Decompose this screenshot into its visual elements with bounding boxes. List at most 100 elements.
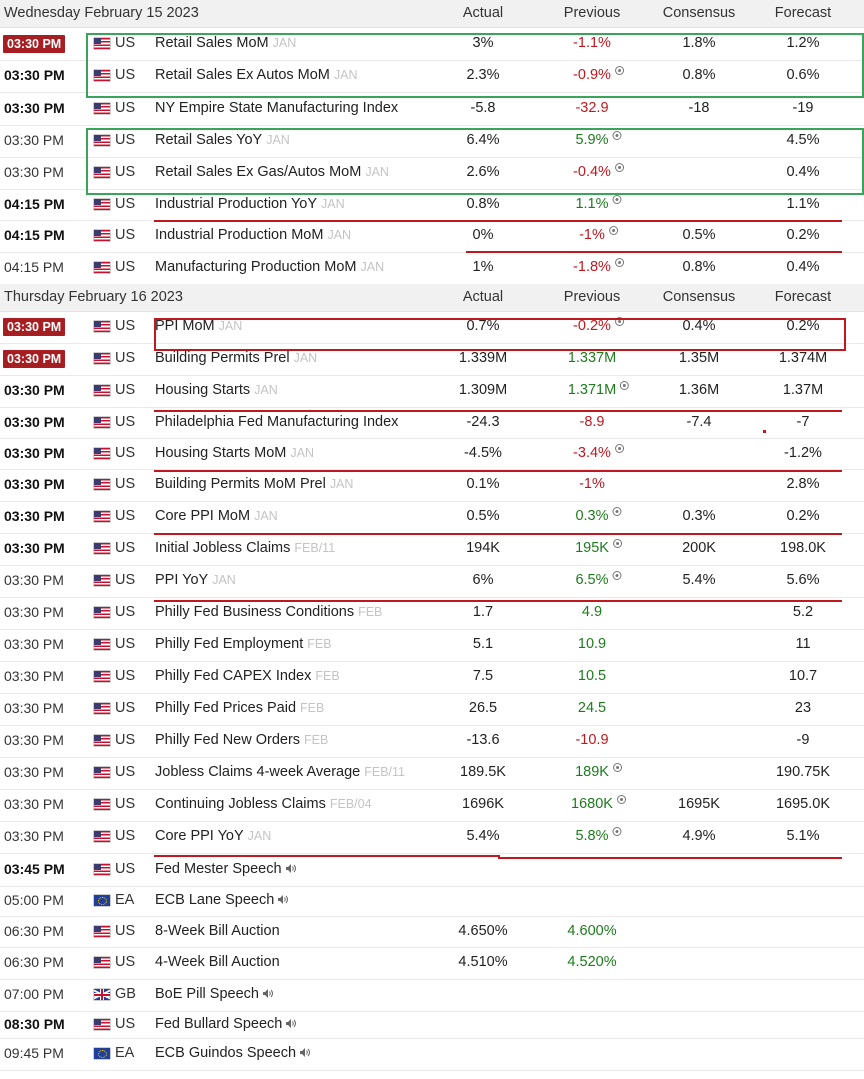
flag-us-icon [94, 831, 110, 842]
event-row[interactable]: 08:30 PM US Fed Bullard Speech [0, 1011, 864, 1039]
event-row[interactable]: 05:00 PM EA ECB Lane Speech [0, 886, 864, 917]
event-time: 06:30 PM [4, 954, 64, 970]
event-name[interactable]: Philly Fed CAPEX Index FEB [155, 668, 340, 684]
event-time: 03:30 PM [4, 67, 65, 83]
event-name[interactable]: Building Permits Prel JAN [155, 350, 318, 366]
event-time: 03:30 PM [4, 668, 64, 684]
event-row[interactable]: 03:30 PM US Philly Fed Employment FEB 5.1 10.… [0, 629, 864, 662]
speaker-icon[interactable] [300, 1045, 311, 1057]
event-name[interactable]: Retail Sales MoM JAN [155, 35, 297, 51]
consensus-value: 0.3% [682, 508, 716, 524]
country-code: US [115, 100, 136, 116]
actual-value: 194K [466, 540, 500, 556]
event-row[interactable]: 03:30 PM US Philly Fed Prices Paid FEB 26.5 2… [0, 693, 864, 726]
event-row[interactable]: 03:30 PM US Housing Starts JAN 1.309M 1.371M 1… [0, 375, 864, 408]
event-name[interactable]: Retail Sales Ex Autos MoM JAN [155, 67, 358, 83]
event-row[interactable]: 03:30 PM US Initial Jobless Claims FEB/11 19… [0, 533, 864, 566]
event-row[interactable]: 03:30 PM US Housing Starts MoM JAN -4.5% -3.4… [0, 438, 864, 470]
previous-value: -0.9% [573, 66, 624, 83]
event-name[interactable]: ECB Lane Speech [155, 892, 289, 908]
event-name[interactable]: Building Permits MoM Prel JAN [155, 476, 354, 492]
event-name[interactable]: Fed Mester Speech [155, 861, 296, 877]
country-code: US [115, 796, 136, 812]
event-name[interactable]: 8-Week Bill Auction [155, 923, 280, 939]
event-time: 03:30 PM [4, 476, 65, 492]
speaker-icon[interactable] [285, 861, 296, 873]
event-time: 03:30 PM [4, 764, 64, 780]
event-name[interactable]: Industrial Production YoY JAN [155, 196, 345, 212]
event-row[interactable]: 04:15 PM US Industrial Production MoM JAN 0%… [0, 220, 864, 253]
event-row[interactable]: 03:45 PM US Fed Mester Speech [0, 853, 864, 887]
country-code: US [115, 318, 136, 334]
event-name[interactable]: Philly Fed Business Conditions FEB [155, 604, 383, 620]
speaker-icon[interactable] [278, 892, 289, 904]
event-name[interactable]: Philly Fed Prices Paid FEB [155, 700, 325, 716]
country-code: US [115, 540, 136, 556]
revised-icon [612, 571, 622, 580]
speaker-icon[interactable] [262, 986, 273, 998]
event-row[interactable]: 06:30 PM US 4-Week Bill Auction 4.510% 4.520… [0, 947, 864, 980]
event-name[interactable]: BoE Pill Speech [155, 986, 273, 1002]
event-name[interactable]: 4-Week Bill Auction [155, 954, 280, 970]
event-row[interactable]: 09:45 PM EA ECB Guindos Speech [0, 1038, 864, 1071]
forecast-value: 5.1% [786, 828, 820, 844]
event-row[interactable]: 03:30 PM US Philly Fed Business Conditions… [0, 597, 864, 630]
event-row[interactable]: 03:30 PM US Continuing Jobless Claims FEB/0… [0, 789, 864, 822]
event-row[interactable]: 03:30 PM US Retail Sales MoM JAN 3% -1.1% 1.8%… [0, 27, 864, 61]
event-name[interactable]: Initial Jobless Claims FEB/11 [155, 540, 336, 556]
previous-value: -3.4% [573, 444, 624, 461]
previous-value: 4.9 [581, 604, 603, 620]
event-name[interactable]: Fed Bullard Speech [155, 1016, 297, 1032]
event-name[interactable]: Core PPI YoY JAN [155, 828, 272, 844]
event-name[interactable]: Retail Sales YoY JAN [155, 132, 290, 148]
event-row[interactable]: 03:30 PM US Retail Sales YoY JAN 6.4% 5.9% 4.5… [0, 125, 864, 158]
event-row[interactable]: 03:30 PM US Core PPI YoY JAN 5.4% 5.8% 4.9% 5.1… [0, 821, 864, 854]
event-row[interactable]: 03:30 PM US PPI MoM JAN 0.7% -0.2% 0.4% 0.2% [0, 311, 864, 344]
event-row[interactable]: 03:30 PM US Retail Sales Ex Autos MoM JAN 2.… [0, 60, 864, 93]
event-name[interactable]: Housing Starts JAN [155, 382, 278, 398]
event-row[interactable]: 03:30 PM US PPI YoY JAN 6% 6.5% 5.4% 5.6% [0, 565, 864, 598]
event-row[interactable]: 03:30 PM US NY Empire State Manufacturing … [0, 92, 864, 126]
event-row[interactable]: 04:15 PM US Manufacturing Production MoM JA… [0, 252, 864, 285]
forecast-value: 5.2 [792, 604, 814, 620]
event-name[interactable]: ECB Guindos Speech [155, 1045, 311, 1061]
event-name[interactable]: PPI MoM JAN [155, 318, 243, 334]
consensus-value: 1695K [678, 796, 720, 812]
event-name[interactable]: Core PPI MoM JAN [155, 508, 278, 524]
event-name[interactable]: Housing Starts MoM JAN [155, 445, 314, 461]
event-time: 04:15 PM [4, 196, 65, 212]
event-name[interactable]: Retail Sales Ex Gas/Autos MoM JAN [155, 164, 389, 180]
event-name[interactable]: Manufacturing Production MoM JAN [155, 259, 385, 275]
event-row[interactable]: 03:30 PM US Philadelphia Fed Manufacturing… [0, 407, 864, 439]
flag-us-icon [94, 385, 110, 396]
event-row[interactable]: 03:30 PM US Philly Fed CAPEX Index FEB 7.5 10… [0, 661, 864, 694]
event-row[interactable]: 03:30 PM US Philly Fed New Orders FEB -13.6 -… [0, 725, 864, 758]
flag-us-icon [94, 799, 110, 810]
consensus-value: 1.35M [678, 350, 720, 366]
event-name[interactable]: Philly Fed Employment FEB [155, 636, 332, 652]
actual-value: 0.7% [466, 318, 500, 334]
country-code: US [115, 132, 136, 148]
event-name[interactable]: Industrial Production MoM JAN [155, 227, 352, 243]
forecast-value: 5.6% [786, 572, 820, 588]
event-row[interactable]: 06:30 PM US 8-Week Bill Auction 4.650% 4.600… [0, 916, 864, 948]
event-row[interactable]: 07:00 PM GB BoE Pill Speech [0, 979, 864, 1012]
event-name[interactable]: PPI YoY JAN [155, 572, 236, 588]
event-name[interactable]: Jobless Claims 4-week Average FEB/11 [155, 764, 406, 780]
event-row[interactable]: 03:30 PM US Core PPI MoM JAN 0.5% 0.3% 0.3% 0.2… [0, 501, 864, 534]
event-row[interactable]: 03:30 PM US Building Permits MoM Prel JAN 0.… [0, 469, 864, 502]
actual-value: 6% [472, 572, 494, 588]
flag-us-icon [94, 735, 110, 746]
event-row[interactable]: 03:30 PM US Retail Sales Ex Gas/Autos MoM J… [0, 157, 864, 190]
previous-value: -1% [579, 476, 605, 492]
event-row[interactable]: 03:30 PM US Jobless Claims 4-week Average F… [0, 757, 864, 790]
event-name[interactable]: Continuing Jobless Claims FEB/04 [155, 796, 372, 812]
speaker-icon[interactable] [286, 1016, 297, 1028]
event-name[interactable]: NY Empire State Manufacturing Index [155, 100, 399, 116]
country-code: US [115, 259, 136, 275]
event-name[interactable]: Philly Fed New Orders FEB [155, 732, 329, 748]
forecast-value: 0.2% [786, 227, 820, 243]
event-time: 03:30 PM [4, 636, 64, 652]
event-name[interactable]: Philadelphia Fed Manufacturing Index [155, 414, 399, 430]
event-row[interactable]: 03:30 PM US Building Permits Prel JAN 1.339M… [0, 343, 864, 376]
